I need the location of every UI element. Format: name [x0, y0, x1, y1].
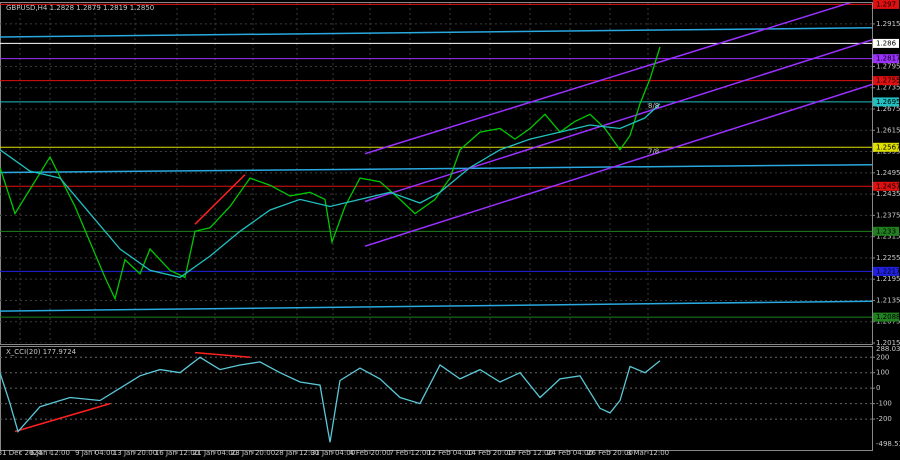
y-tick-label: -100	[876, 400, 892, 408]
x-tick-label: 4 Feb 20:00	[349, 449, 390, 457]
scale-label: 288.0311	[876, 345, 900, 353]
trend-line	[194, 351, 251, 359]
level-tag	[873, 226, 899, 236]
y-tick-label: 1.2915	[876, 20, 900, 28]
trend-line	[14, 402, 111, 433]
level-label: 1.2695	[876, 98, 900, 106]
level-label: 1.2755	[876, 77, 900, 85]
y-tick-label: 1.2735	[876, 84, 900, 92]
trend-line	[364, 39, 872, 203]
price-line	[0, 356, 661, 443]
level-tag	[873, 181, 899, 191]
scale-label: -498.5384	[876, 440, 900, 448]
level-label: 1.2817	[876, 55, 900, 63]
level-label: 1.2457	[876, 182, 900, 190]
y-tick-label: 1.2015	[876, 339, 900, 347]
level-label: 1.233	[876, 227, 896, 235]
main-frame	[0, 2, 873, 345]
level-tag	[873, 0, 899, 9]
trend-line	[0, 163, 872, 174]
cci-plot	[0, 351, 872, 443]
trend-line	[0, 27, 872, 38]
x-tick-label: 21 Jan 04:00	[193, 449, 237, 457]
x-tick-label: 7 Feb 12:00	[389, 449, 430, 457]
x-tick-label: 12 Feb 04:00	[427, 449, 473, 457]
level-tag	[873, 76, 899, 86]
x-tick-label: 28 Jan 12:00	[275, 449, 319, 457]
y-tick-label: 1.2795	[876, 62, 900, 70]
x-tick-label: 3 Mar 12:00	[627, 449, 669, 457]
y-tick-label: 0	[876, 384, 880, 392]
y-tick-label: 1.2375	[876, 211, 900, 219]
y-tick-label: 1.2495	[876, 169, 900, 177]
x-tick-label: 31 Jan 04:00	[311, 449, 355, 457]
trend-line	[194, 174, 246, 225]
y-tick-label: 1.2615	[876, 126, 900, 134]
x-tick-label: 16 Jan 12:00	[155, 449, 199, 457]
y-tick-label: 1.2255	[876, 254, 900, 262]
x-tick-label: 19 Feb 12:00	[507, 449, 553, 457]
x-tick-label: 24 Feb 04:00	[547, 449, 593, 457]
level-label: 1.286	[876, 39, 897, 47]
price-line	[0, 103, 661, 279]
level-tag	[873, 266, 899, 276]
price-line	[0, 46, 661, 301]
level-tag	[873, 142, 899, 152]
y-tick-label: 1.2675	[876, 105, 900, 113]
y-tick-label: 1.2135	[876, 296, 900, 304]
trend-line	[0, 300, 872, 312]
cci-frame	[0, 346, 873, 451]
cci-title: X_CCI(20) 177.9724	[6, 348, 77, 356]
level-label: 1.297	[876, 0, 896, 8]
y-tick-label: 100	[876, 369, 889, 377]
level-label: 1.2217	[876, 267, 900, 275]
y-tick-label: 1.2435	[876, 190, 900, 198]
y-tick-label: -200	[876, 415, 892, 423]
x-tick-label: 9 Jan 04:00	[75, 449, 115, 457]
level-label: 1.2567	[876, 143, 900, 151]
x-tick-label: 14 Feb 20:00	[467, 449, 513, 457]
chart-title: GBPUSD,H4 1.2828 1.2879 1.2819 1.2850	[6, 4, 154, 12]
level-tag	[873, 312, 899, 322]
y-tick-label: 1.2075	[876, 318, 900, 326]
main-plot	[0, 3, 872, 343]
annotation: 7/8	[648, 147, 659, 155]
y-tick-label: 200	[876, 353, 889, 361]
y-tick-label: 1.2315	[876, 233, 900, 241]
x-tick-label: 26 Feb 20:00	[587, 449, 633, 457]
level-tag	[873, 54, 899, 64]
level-label: 1.2088	[876, 313, 900, 321]
trend-line	[364, 83, 872, 247]
level-tag	[873, 38, 899, 48]
x-tick-label: 6 Jan 12:00	[30, 449, 70, 457]
x-tick-label: 13 Jan 20:00	[113, 449, 157, 457]
x-tick-label: 31 Dec 2024	[0, 449, 43, 457]
y-tick-label: 1.2195	[876, 275, 900, 283]
x-tick-label: 23 Jan 20:00	[231, 449, 275, 457]
level-tag	[873, 97, 899, 107]
trend-line	[364, 3, 852, 155]
annotation: 8/8	[648, 102, 659, 110]
